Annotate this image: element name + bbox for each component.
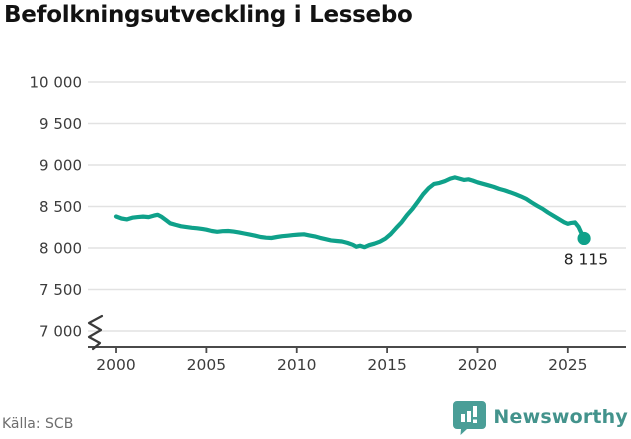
population-line-chart: 7 000 7 500 8 000 8 500 9 000 9 500 10 000 2000… [30,73,626,374]
page-title: Befolkningsutveckling i Lessebo [4,2,413,28]
axis-break-icon [87,314,104,351]
y-axis-tick-label: 8 500 [39,198,82,216]
latest-value-dot [577,231,591,246]
y-axis-tick-label: 10 000 [30,73,83,91]
x-axis-tick-label: 2000 [96,356,135,374]
newsworthy-wordmark: Newsworthy [493,406,628,428]
newsworthy-brand[interactable]: Newsworthy [453,399,628,435]
source-label: Källa: SCB [2,416,74,432]
chart-footer: Källa: SCB Newsworthy [0,397,631,439]
population-line [113,175,587,250]
newsworthy-bar-chart-pin-icon [453,401,487,435]
x-axis-tick-label: 2025 [548,356,587,374]
x-axis-tick-label: 2015 [367,356,406,374]
x-axis-tick-label: 2020 [458,356,497,374]
latest-value-label: 8 115 [564,250,608,268]
x-axis-tick-label: 2005 [187,356,226,374]
y-axis-tick-label: 9 500 [39,115,82,133]
y-axis-tick-label: 7 500 [39,281,82,299]
x-axis-tick-label: 2010 [277,356,316,374]
y-axis-tick-label: 7 000 [39,322,82,340]
y-axis-tick-label: 8 000 [39,239,82,257]
chart-area: 7 000 7 500 8 000 8 500 9 000 9 500 10 000 2000… [30,73,626,374]
y-axis-tick-label: 9 000 [39,156,82,174]
